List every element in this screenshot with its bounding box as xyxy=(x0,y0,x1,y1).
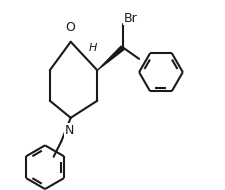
Text: H: H xyxy=(88,44,97,53)
Text: Br: Br xyxy=(124,12,137,25)
Text: O: O xyxy=(65,21,75,34)
Text: N: N xyxy=(65,124,74,137)
Polygon shape xyxy=(97,45,125,71)
